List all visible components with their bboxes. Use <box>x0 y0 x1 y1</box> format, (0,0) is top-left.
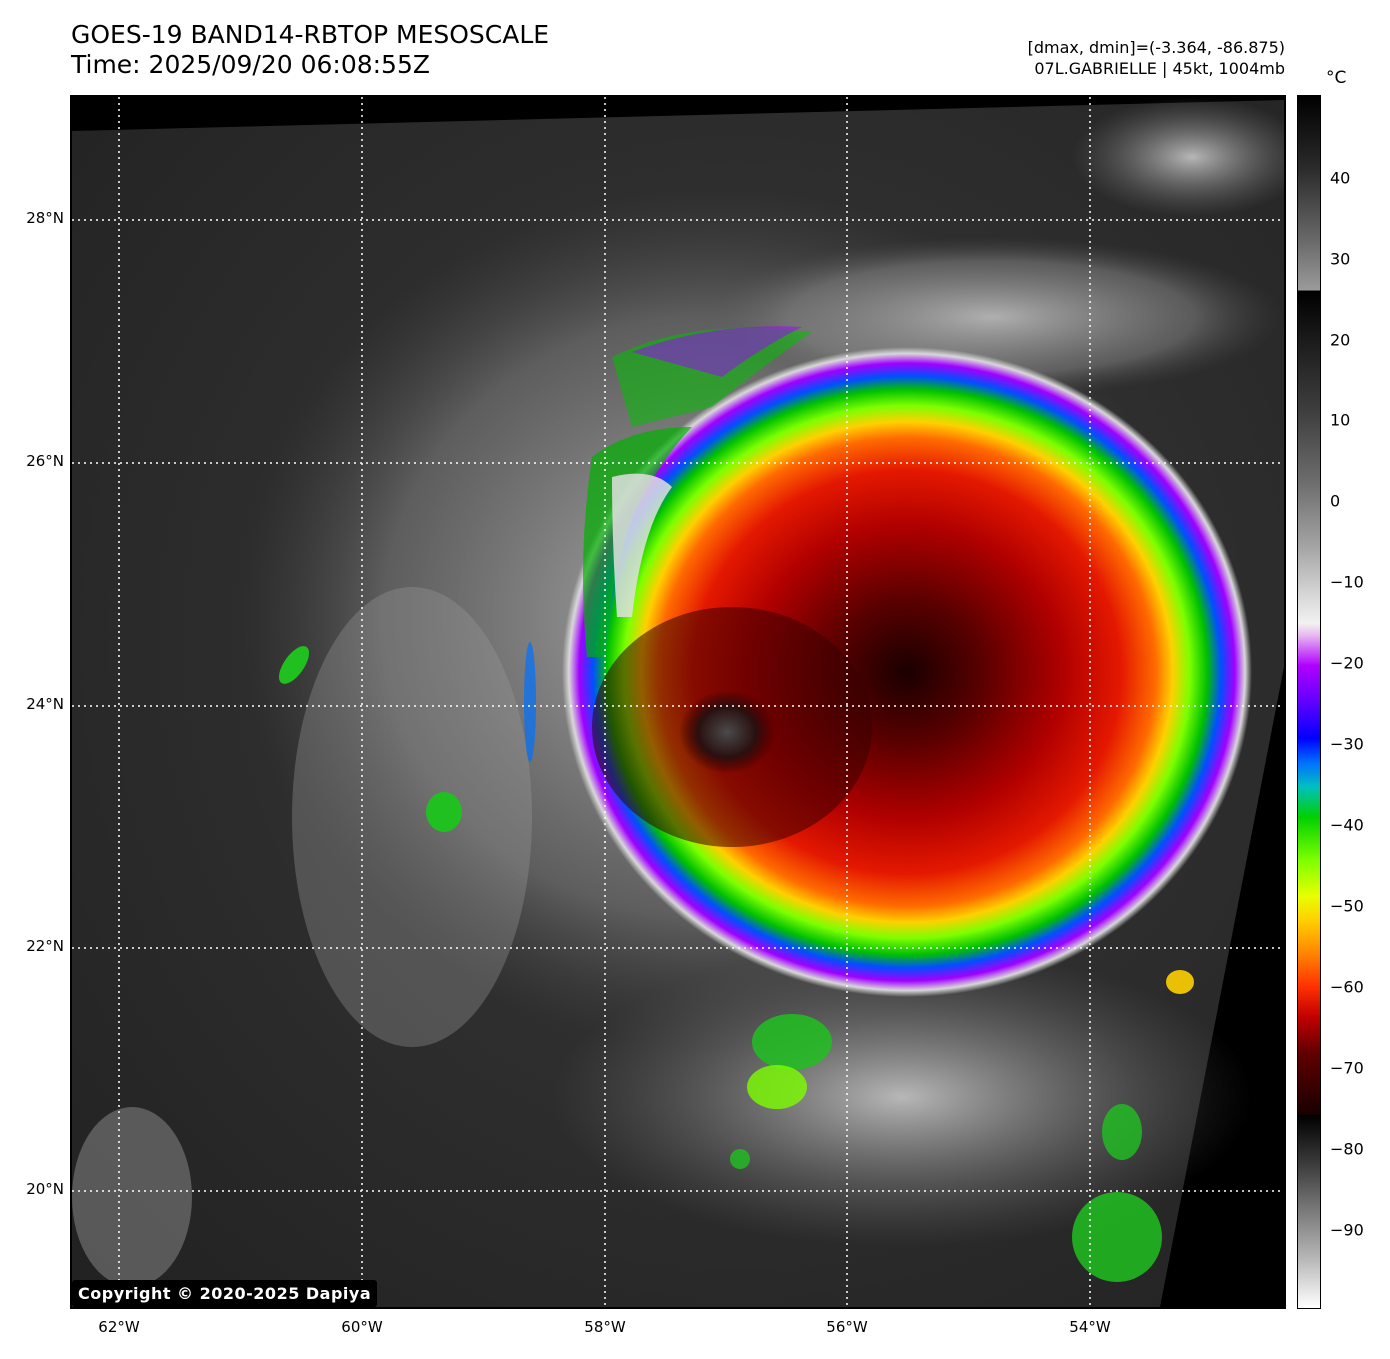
lon-label-62w: 62°W <box>98 1318 140 1336</box>
colorbar-tick-40: 40 <box>1330 168 1351 188</box>
colorbar-tick-10: 10 <box>1330 410 1351 430</box>
colorbar-tick-minus70: −70 <box>1330 1058 1364 1078</box>
title-line-time: Time: 2025/09/20 06:08:55Z <box>71 50 430 79</box>
lat-label-20n: 20°N <box>26 1180 64 1198</box>
lon-label-54w: 54°W <box>1069 1318 1111 1336</box>
lat-label-28n: 28°N <box>26 209 64 227</box>
colorbar-unit: °C <box>1326 68 1347 88</box>
lon-label-60w: 60°W <box>341 1318 383 1336</box>
satellite-image <box>70 95 1286 1309</box>
lat-label-26n: 26°N <box>26 452 64 470</box>
lon-label-58w: 58°W <box>584 1318 626 1336</box>
figure-title: GOES-19 BAND14-RBTOP MESOSCALE Time: 202… <box>71 20 549 80</box>
colorbar-tick-minus90: −90 <box>1330 1220 1364 1240</box>
satellite-imagery-svg <box>72 97 1284 1307</box>
colorbar-tick-30: 30 <box>1330 249 1351 269</box>
colorbar-tick-20: 20 <box>1330 330 1351 350</box>
colorbar-tick-minus30: −30 <box>1330 734 1364 754</box>
temperature-colorbar <box>1297 95 1321 1309</box>
lat-label-24n: 24°N <box>26 695 64 713</box>
copyright-badge: Copyright © 2020-2025 Dapiya <box>72 1280 378 1307</box>
colorbar-tick-minus50: −50 <box>1330 896 1364 916</box>
lat-label-22n: 22°N <box>26 937 64 955</box>
dmax-dmin-text: [dmax, dmin]=(-3.364, -86.875) <box>1027 38 1285 57</box>
storm-name-intensity: 07L.GABRIELLE | 45kt, 1004mb <box>1034 59 1285 78</box>
colorbar-tick-minus40: −40 <box>1330 815 1364 835</box>
colorbar-tick-minus60: −60 <box>1330 977 1364 997</box>
colorbar-tick-0: 0 <box>1330 491 1341 511</box>
lon-label-56w: 56°W <box>826 1318 868 1336</box>
title-line-product: GOES-19 BAND14-RBTOP MESOSCALE <box>71 20 550 49</box>
storm-info: [dmax, dmin]=(-3.364, -86.875) 07L.GABRI… <box>1028 37 1285 79</box>
colorbar-tick-minus80: −80 <box>1330 1139 1364 1159</box>
colorbar-tick-minus10: −10 <box>1330 572 1364 592</box>
lat-lon-grid <box>72 97 1284 1307</box>
colorbar-tick-minus20: −20 <box>1330 653 1364 673</box>
